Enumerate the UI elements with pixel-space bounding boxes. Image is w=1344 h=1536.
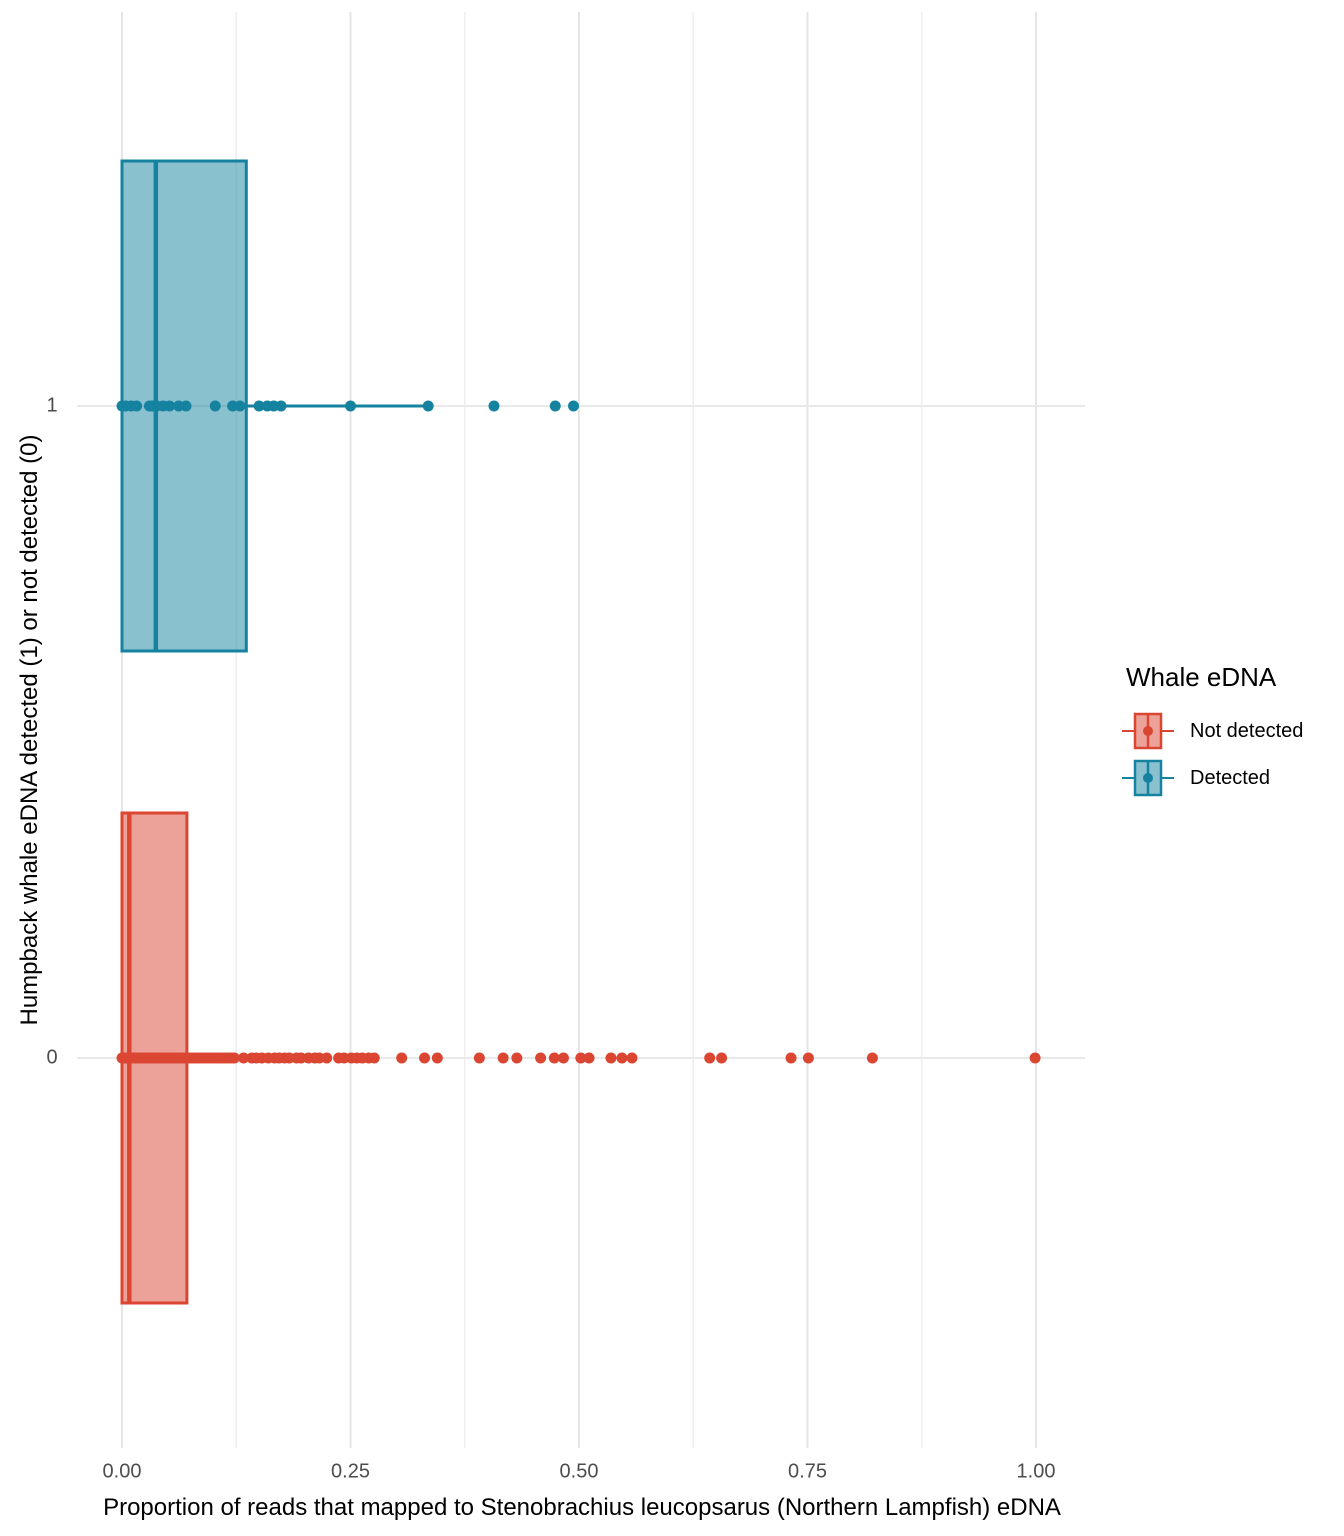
x-tick-label: 0.75 bbox=[788, 1460, 827, 1483]
x-tick-label: 0.50 bbox=[559, 1460, 599, 1483]
legend: Whale eDNA Not detected Detected bbox=[1122, 662, 1303, 805]
data-point bbox=[548, 1052, 560, 1064]
data-point bbox=[209, 400, 221, 412]
x-tick-label: 0.00 bbox=[102, 1460, 142, 1483]
data-point bbox=[549, 400, 561, 412]
legend-title: Whale eDNA bbox=[1126, 662, 1277, 692]
data-point bbox=[419, 1052, 431, 1064]
data-point bbox=[131, 400, 143, 412]
data-point bbox=[234, 400, 246, 412]
boxplot-key-icon bbox=[1122, 711, 1174, 751]
data-point bbox=[605, 1052, 617, 1064]
data-point bbox=[557, 1052, 569, 1064]
data-point bbox=[253, 400, 265, 412]
x-tick-label: 1.00 bbox=[1016, 1460, 1056, 1483]
legend-item-not-detected: Not detected bbox=[1122, 711, 1303, 751]
data-point bbox=[568, 400, 580, 412]
data-point bbox=[422, 400, 434, 412]
y-tick-label: 0 bbox=[46, 1046, 58, 1069]
data-point bbox=[345, 400, 356, 412]
legend-label: Detected bbox=[1190, 766, 1271, 789]
data-point bbox=[488, 400, 500, 412]
data-point bbox=[802, 1052, 814, 1064]
boxplot-series-not-detected bbox=[116, 811, 1041, 1305]
data-point bbox=[164, 400, 176, 412]
boxplot-key-icon bbox=[1122, 758, 1174, 798]
y-axis-title: Humpback whale eDNA detected (1) or not … bbox=[16, 434, 43, 1026]
data-point bbox=[473, 1052, 485, 1064]
data-point bbox=[431, 1052, 443, 1064]
data-point bbox=[511, 1052, 523, 1064]
data-point bbox=[785, 1052, 797, 1064]
data-point bbox=[321, 1052, 333, 1064]
data-point bbox=[180, 400, 192, 412]
data-point bbox=[368, 1052, 380, 1064]
data-point bbox=[583, 1052, 595, 1064]
legend-label: Not detected bbox=[1190, 719, 1304, 742]
data-point bbox=[535, 1052, 547, 1064]
data-point bbox=[626, 1052, 638, 1064]
y-tick-label: 1 bbox=[46, 394, 58, 417]
data-point bbox=[497, 1052, 509, 1064]
data-point bbox=[575, 1052, 587, 1064]
x-axis-title: Proportion of reads that mapped to Steno… bbox=[103, 1494, 1061, 1521]
legend-item-detected: Detected bbox=[1122, 758, 1303, 798]
x-tick-label: 0.25 bbox=[331, 1460, 370, 1483]
data-point bbox=[238, 1052, 250, 1064]
data-point bbox=[228, 1052, 240, 1064]
data-point bbox=[1029, 1052, 1041, 1064]
data-point bbox=[616, 1052, 628, 1064]
boxplot-series-detected bbox=[116, 159, 580, 653]
data-point bbox=[716, 1052, 728, 1064]
data-point bbox=[275, 400, 287, 412]
data-point bbox=[866, 1052, 878, 1064]
data-point bbox=[396, 1052, 408, 1064]
data-point bbox=[704, 1052, 716, 1064]
